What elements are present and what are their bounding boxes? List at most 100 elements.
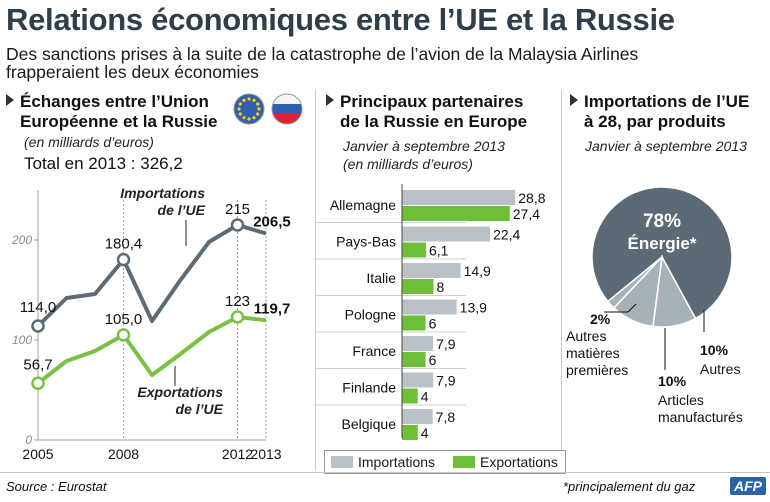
section3-period: Janvier à septembre 2013 bbox=[585, 138, 747, 154]
import-value-label: 7,9 bbox=[436, 373, 456, 389]
import-series-label-line2: de l’UE bbox=[158, 202, 206, 218]
import-value-label: 7,9 bbox=[436, 336, 456, 352]
export-bar bbox=[402, 242, 426, 258]
section1-unit: (en milliards d’euros) bbox=[24, 134, 154, 150]
pie-label-matieres-pct: 2% bbox=[590, 311, 611, 327]
category-label: France bbox=[352, 343, 396, 359]
section2-period: Janvier à septembre 2013 bbox=[343, 138, 505, 154]
import-value-label: 28,8 bbox=[518, 190, 545, 206]
section2-title: Principaux partenaires de la Russie en E… bbox=[326, 92, 527, 132]
data-label: 119,7 bbox=[254, 300, 291, 317]
afp-logo: AFP bbox=[730, 477, 766, 495]
triangle-bullet-icon bbox=[6, 94, 14, 106]
section3-title-line2: à 28, par produits bbox=[584, 112, 726, 131]
import-bar bbox=[402, 409, 433, 424]
x-tick-label: 2013 bbox=[250, 446, 281, 462]
y-tick-label: 200 bbox=[11, 233, 32, 247]
triangle-bullet-icon bbox=[570, 94, 578, 106]
import-value-label: 13,9 bbox=[460, 300, 487, 316]
triangle-bullet-icon bbox=[326, 94, 334, 106]
x-tick-label: 2008 bbox=[108, 446, 139, 462]
y-tick-label: 100 bbox=[12, 333, 32, 347]
category-label: Finlande bbox=[342, 380, 396, 396]
import-value-label: 22,4 bbox=[493, 227, 520, 243]
page-subtitle: Des sanctions prises à la suite de la ca… bbox=[6, 44, 639, 82]
x-tick-label: 2005 bbox=[22, 446, 53, 462]
pie-label-energie-name: Énergie* bbox=[628, 234, 697, 253]
import-bar bbox=[402, 299, 457, 315]
source-text: Source : Eurostat bbox=[6, 479, 107, 494]
section1-total: Total en 2013 : 326,2 bbox=[24, 154, 183, 173]
y-tick-label: 0 bbox=[25, 433, 32, 447]
data-label: 206,5 bbox=[253, 214, 291, 231]
section1-title-line2: Européenne et la Russie bbox=[20, 112, 218, 131]
export-bar bbox=[402, 352, 426, 367]
section2-title-line2: de la Russie en Europe bbox=[340, 112, 528, 131]
section2-unit: (en milliards d’euros) bbox=[343, 156, 473, 172]
export-value-label: 4 bbox=[421, 389, 429, 405]
export-bar bbox=[402, 279, 434, 294]
data-label: 180,4 bbox=[105, 236, 143, 253]
data-point-marker bbox=[116, 328, 131, 342]
page-title: Relations économiques entre l’UE et la R… bbox=[6, 2, 675, 37]
pie-slice-matieres bbox=[606, 256, 663, 309]
export-series-label-line2: de l’UE bbox=[176, 401, 224, 417]
legend-import-label: Importations bbox=[358, 454, 436, 470]
import-bar bbox=[402, 226, 491, 242]
column-divider-2 bbox=[561, 90, 562, 470]
pie-label-articles-pct: 10% bbox=[658, 373, 687, 389]
data-point-marker bbox=[31, 376, 45, 391]
import-bar bbox=[402, 190, 516, 205]
data-point-marker bbox=[116, 252, 131, 267]
footer-divider bbox=[0, 472, 770, 473]
russia-flag-icon bbox=[271, 93, 303, 125]
data-label: 105,0 bbox=[105, 311, 143, 328]
footnote-text: *principalement du gaz bbox=[563, 479, 696, 494]
pie-label-matieres-name-3: premières bbox=[566, 362, 628, 378]
import-series-label-line1: Importations bbox=[120, 185, 205, 201]
column-divider-1 bbox=[315, 90, 316, 470]
export-value-label: 4 bbox=[421, 425, 429, 441]
data-label: 56,7 bbox=[23, 356, 52, 373]
flags bbox=[233, 93, 303, 125]
export-value-label: 6 bbox=[429, 316, 437, 332]
category-label: Pays-Bas bbox=[336, 234, 396, 250]
pie-label-energie-pct: 78% bbox=[643, 211, 681, 232]
import-bar bbox=[402, 372, 434, 388]
export-bar bbox=[402, 388, 418, 404]
data-label: 123 bbox=[225, 293, 250, 310]
data-label: 215 bbox=[225, 201, 250, 218]
data-point-marker bbox=[31, 319, 45, 333]
category-label: Pologne bbox=[345, 307, 397, 323]
import-bar bbox=[402, 336, 434, 351]
legend-export-swatch bbox=[453, 456, 475, 468]
export-series-line bbox=[36, 315, 267, 385]
data-point-marker bbox=[230, 218, 245, 232]
export-series-label-line1: Exportations bbox=[137, 384, 223, 400]
data-label: 114,0 bbox=[20, 299, 56, 316]
category-label: Belgique bbox=[342, 416, 397, 432]
import-series-line bbox=[36, 223, 267, 328]
category-label: Allemagne bbox=[330, 197, 396, 213]
export-value-label: 8 bbox=[436, 279, 444, 295]
pie-chart: 78% Énergie* 10% Autres 10% Articlesmanufactu… bbox=[566, 186, 743, 425]
bar-legend: Importations Exportations bbox=[324, 450, 566, 474]
data-point-marker bbox=[230, 310, 245, 324]
pie-pointer-matieres-2 bbox=[627, 303, 637, 313]
bar-chart: Allemagne 28,827,4 Pays-Bas 22,4 6,1 Italie 14… bbox=[316, 184, 546, 441]
pie-label-articles-name-2: manufacturés bbox=[658, 409, 743, 425]
eu-flag-icon bbox=[233, 93, 265, 125]
pie-label-articles-name-1: Articles bbox=[658, 392, 704, 408]
import-bar bbox=[402, 263, 461, 278]
section1-title: Échanges entre l’Union Européenne et la … bbox=[6, 92, 217, 132]
x-tick-label: 2012 bbox=[222, 446, 253, 462]
section1-title-line1: Échanges entre l’Union bbox=[20, 92, 209, 111]
pie-label-autres-name: Autres bbox=[700, 361, 740, 377]
legend-import-swatch bbox=[331, 456, 353, 468]
import-value-label: 7,8 bbox=[436, 409, 456, 425]
export-bar bbox=[402, 315, 426, 331]
export-value-label: 27,4 bbox=[513, 206, 540, 222]
export-bar bbox=[402, 206, 510, 221]
pie-label-matieres-name-2: matières bbox=[566, 345, 620, 361]
